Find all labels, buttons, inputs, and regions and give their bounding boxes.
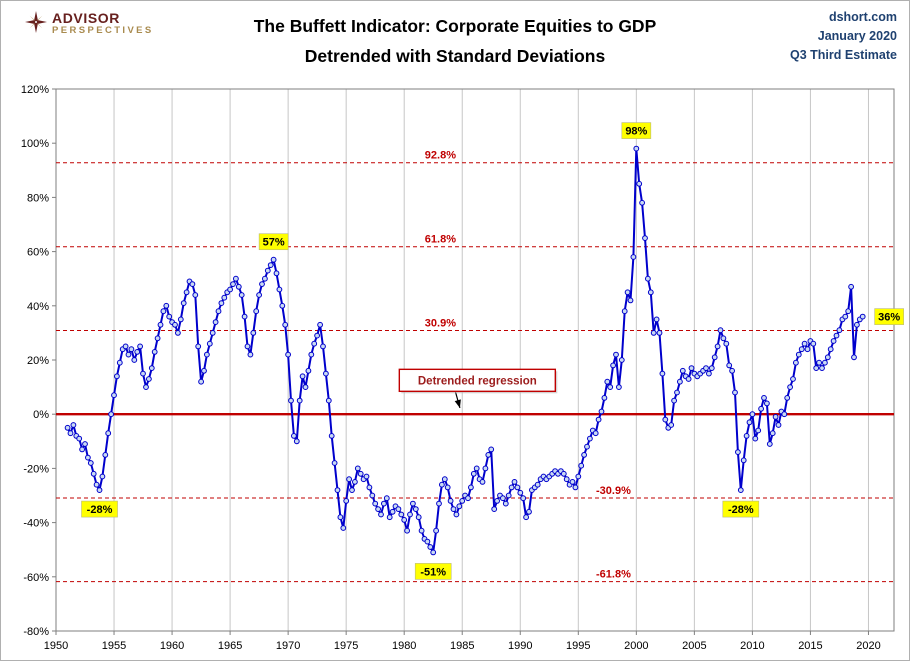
svg-text:-28%: -28% bbox=[87, 504, 113, 516]
svg-text:-40%: -40% bbox=[23, 518, 49, 530]
svg-text:2005: 2005 bbox=[682, 640, 706, 652]
svg-text:60%: 60% bbox=[27, 247, 49, 259]
svg-text:2015: 2015 bbox=[798, 640, 822, 652]
plot-border bbox=[55, 88, 895, 632]
svg-text:36%: 36% bbox=[878, 312, 900, 324]
svg-text:1955: 1955 bbox=[102, 640, 126, 652]
svg-text:2000: 2000 bbox=[624, 640, 648, 652]
source-info: dshort.com January 2020 Q3 Third Estimat… bbox=[790, 8, 897, 64]
compass-icon bbox=[25, 11, 47, 33]
source-site: dshort.com bbox=[828, 10, 897, 24]
svg-text:2010: 2010 bbox=[740, 640, 764, 652]
chart-title: The Buffett Indicator: Corporate Equitie… bbox=[121, 11, 789, 71]
svg-text:-80%: -80% bbox=[23, 626, 49, 638]
svg-text:1990: 1990 bbox=[508, 640, 532, 652]
svg-text:20%: 20% bbox=[27, 355, 49, 367]
source-date: January 2020 bbox=[817, 28, 897, 43]
svg-text:-51%: -51% bbox=[420, 566, 446, 578]
svg-text:-28%: -28% bbox=[728, 504, 754, 516]
svg-text:61.8%: 61.8% bbox=[425, 234, 456, 246]
svg-text:100%: 100% bbox=[21, 138, 49, 150]
logo-advisor: ADVISOR bbox=[52, 10, 120, 26]
axis-labels: 120% 100% 80% 60% 40% 20% 0% -20% -40% -60% -80% 19… bbox=[21, 84, 881, 652]
svg-text:1995: 1995 bbox=[566, 640, 590, 652]
svg-text:0%: 0% bbox=[33, 409, 49, 421]
chart-title-line2: Detrended with Standard Deviations bbox=[304, 46, 606, 67]
svg-text:1965: 1965 bbox=[218, 640, 242, 652]
svg-text:1950: 1950 bbox=[44, 640, 68, 652]
svg-text:92.8%: 92.8% bbox=[425, 150, 456, 162]
data-line bbox=[66, 147, 864, 554]
svg-text:80%: 80% bbox=[27, 192, 49, 204]
svg-text:-20%: -20% bbox=[23, 463, 49, 475]
svg-text:-60%: -60% bbox=[23, 572, 49, 584]
svg-text:98%: 98% bbox=[625, 126, 647, 138]
advisor-perspectives-logo: ADVISOR PERSPECTIVES bbox=[25, 10, 154, 37]
data-markers bbox=[64, 145, 866, 556]
svg-text:40%: 40% bbox=[27, 301, 49, 313]
logo-perspectives: PERSPECTIVES bbox=[52, 25, 154, 37]
regression-annotation: Detrended regression bbox=[398, 368, 558, 409]
callouts: -28% 57% 98% -51% -28% 36% bbox=[81, 122, 904, 580]
svg-text:1975: 1975 bbox=[334, 640, 358, 652]
svg-text:2020: 2020 bbox=[856, 640, 880, 652]
svg-text:-61.8%: -61.8% bbox=[596, 569, 631, 581]
svg-text:120%: 120% bbox=[21, 84, 49, 96]
svg-text:57%: 57% bbox=[263, 237, 285, 249]
svg-text:Detrended regression: Detrended regression bbox=[418, 375, 537, 387]
svg-text:-30.9%: -30.9% bbox=[596, 485, 631, 497]
source-estimate: Q3 Third Estimate bbox=[790, 47, 897, 62]
svg-text:1960: 1960 bbox=[160, 640, 184, 652]
svg-text:1985: 1985 bbox=[450, 640, 474, 652]
svg-text:1970: 1970 bbox=[276, 640, 300, 652]
logo-text: ADVISOR PERSPECTIVES bbox=[52, 10, 154, 37]
sd-lines: 92.8% 61.8% 30.9% -30.9% -61.8% bbox=[56, 150, 894, 583]
svg-text:30.9%: 30.9% bbox=[425, 317, 456, 329]
svg-text:1980: 1980 bbox=[392, 640, 416, 652]
gridlines bbox=[55, 89, 869, 631]
chart-title-line1: The Buffett Indicator: Corporate Equitie… bbox=[253, 16, 657, 36]
